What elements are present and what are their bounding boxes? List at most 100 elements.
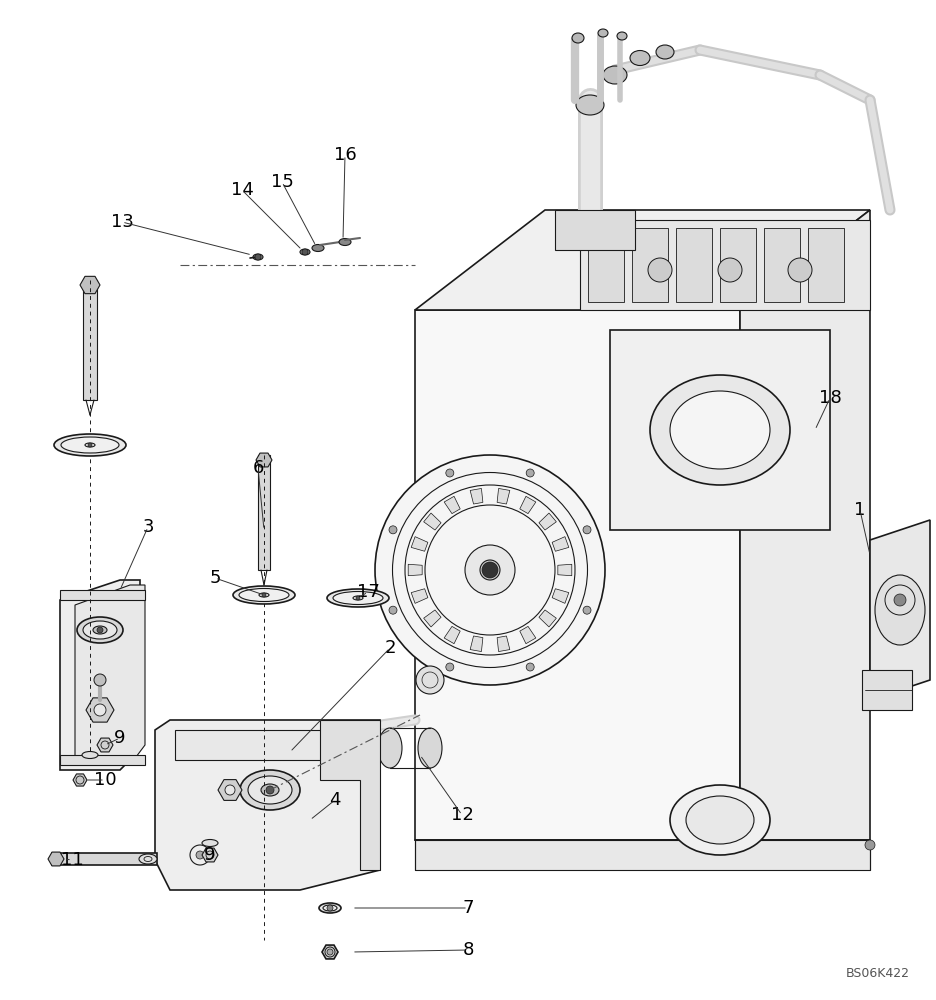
Polygon shape	[552, 537, 569, 551]
Text: 1: 1	[855, 501, 866, 519]
Polygon shape	[415, 210, 870, 310]
Text: 4: 4	[329, 791, 341, 809]
Bar	[808, 228, 844, 302]
Ellipse shape	[261, 784, 279, 796]
Text: 8: 8	[462, 941, 474, 959]
Ellipse shape	[327, 589, 389, 607]
Polygon shape	[445, 496, 461, 514]
Ellipse shape	[465, 545, 515, 595]
Circle shape	[196, 851, 204, 859]
Polygon shape	[470, 636, 483, 652]
Text: 9: 9	[114, 729, 125, 747]
Ellipse shape	[312, 244, 324, 251]
Circle shape	[583, 606, 591, 614]
Circle shape	[94, 704, 106, 716]
Ellipse shape	[61, 437, 119, 453]
Polygon shape	[175, 730, 375, 760]
Bar	[862, 670, 912, 710]
Polygon shape	[408, 564, 422, 576]
Polygon shape	[73, 774, 87, 786]
Ellipse shape	[139, 854, 157, 864]
Ellipse shape	[603, 66, 627, 84]
Polygon shape	[470, 488, 483, 504]
Ellipse shape	[54, 434, 126, 456]
Polygon shape	[870, 520, 930, 700]
Text: 11: 11	[61, 851, 83, 869]
Text: 7: 7	[462, 899, 474, 917]
Polygon shape	[558, 564, 572, 576]
Ellipse shape	[253, 254, 263, 260]
Circle shape	[788, 258, 812, 282]
Text: 16: 16	[333, 146, 357, 164]
Circle shape	[894, 594, 906, 606]
Polygon shape	[86, 698, 114, 722]
Ellipse shape	[77, 617, 123, 643]
Text: 2: 2	[385, 639, 396, 657]
Circle shape	[356, 596, 360, 600]
Circle shape	[526, 469, 534, 477]
Ellipse shape	[670, 785, 770, 855]
Polygon shape	[424, 610, 441, 627]
Text: 13: 13	[110, 213, 134, 231]
Bar	[580, 220, 870, 310]
Circle shape	[389, 526, 397, 534]
Ellipse shape	[300, 249, 310, 255]
Polygon shape	[155, 720, 380, 890]
Polygon shape	[411, 589, 428, 603]
Ellipse shape	[425, 505, 555, 635]
Ellipse shape	[572, 33, 584, 43]
Polygon shape	[322, 945, 338, 959]
Ellipse shape	[319, 903, 341, 913]
Polygon shape	[552, 589, 569, 603]
Polygon shape	[202, 848, 218, 862]
Text: 5: 5	[210, 569, 221, 587]
Ellipse shape	[233, 586, 295, 604]
Polygon shape	[80, 276, 100, 294]
Polygon shape	[415, 310, 740, 840]
Bar	[83, 280, 97, 400]
Polygon shape	[48, 852, 64, 866]
Circle shape	[88, 443, 92, 447]
Ellipse shape	[686, 796, 754, 844]
Ellipse shape	[576, 95, 604, 115]
Text: BS06K422: BS06K422	[846, 967, 910, 980]
Ellipse shape	[83, 621, 117, 639]
Ellipse shape	[650, 375, 790, 485]
Ellipse shape	[598, 29, 608, 37]
Circle shape	[389, 606, 397, 614]
Polygon shape	[97, 738, 113, 752]
Circle shape	[302, 249, 308, 255]
Ellipse shape	[239, 588, 289, 601]
Polygon shape	[497, 636, 510, 652]
Text: 15: 15	[271, 173, 294, 191]
Polygon shape	[411, 537, 428, 551]
Polygon shape	[424, 513, 441, 530]
Polygon shape	[740, 210, 870, 840]
Polygon shape	[539, 513, 556, 530]
Circle shape	[225, 785, 235, 795]
Circle shape	[327, 905, 333, 911]
Bar	[676, 228, 712, 302]
Polygon shape	[75, 585, 145, 765]
Ellipse shape	[418, 728, 442, 768]
Bar	[610, 330, 830, 530]
Text: 10: 10	[94, 771, 116, 789]
Circle shape	[446, 663, 454, 671]
Ellipse shape	[670, 391, 770, 469]
Bar	[52, 853, 157, 865]
Ellipse shape	[93, 626, 107, 634]
Bar	[555, 210, 635, 250]
Circle shape	[266, 786, 274, 794]
Text: 17: 17	[357, 583, 379, 601]
Ellipse shape	[617, 32, 627, 40]
Circle shape	[255, 254, 261, 260]
Circle shape	[94, 674, 106, 686]
Circle shape	[327, 949, 333, 955]
Ellipse shape	[656, 45, 674, 59]
Bar	[258, 455, 270, 570]
Bar	[588, 228, 624, 302]
Circle shape	[482, 562, 498, 578]
Polygon shape	[60, 755, 145, 765]
Bar	[632, 228, 668, 302]
Polygon shape	[60, 580, 140, 770]
